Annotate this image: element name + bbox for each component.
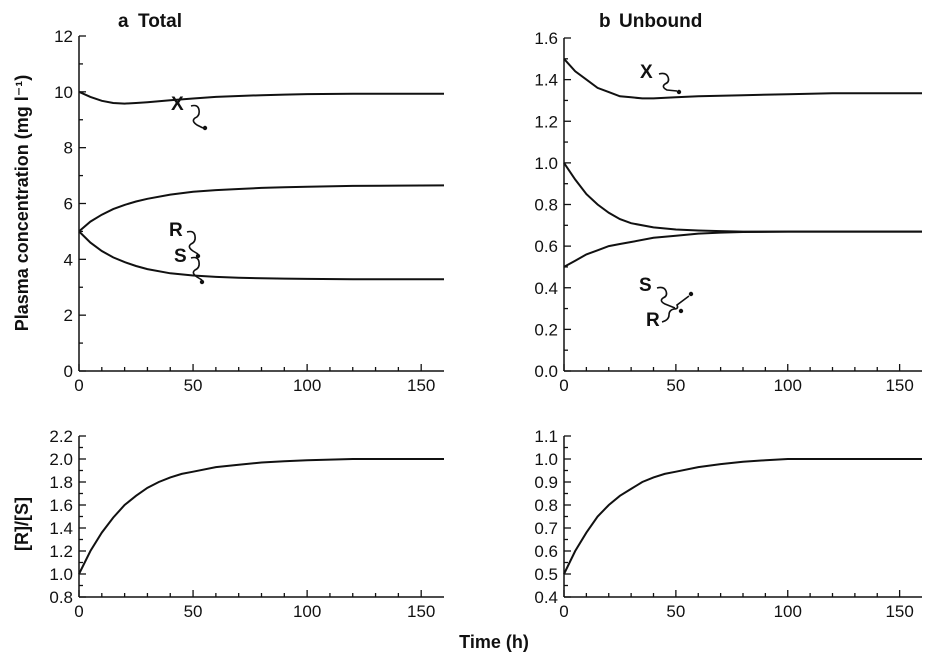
x-tick-label: 100 xyxy=(774,376,802,395)
label-pointer-arrowhead xyxy=(195,253,201,259)
y-tick-label: 0 xyxy=(64,362,73,381)
y-tick-label: 0.2 xyxy=(534,320,558,339)
y-tick-label: 1.4 xyxy=(49,519,73,538)
x-tick-label: 0 xyxy=(74,602,83,621)
label-pointer-arrow xyxy=(186,230,199,255)
y-tick-label: 1.4 xyxy=(534,71,558,90)
y-tick-label: 2 xyxy=(64,306,73,325)
curve-label-r: R xyxy=(169,220,183,241)
series-line-x xyxy=(78,90,444,105)
panel-b-title: Unbound xyxy=(619,11,702,32)
panel-a-ratio: 0.8 1.0 1.2 1.4 1.6 1.8 2.0 2.2 0 50 100 150 xyxy=(49,427,444,621)
y-axis-title-ratio: [R]/[S] xyxy=(12,497,32,551)
y-tick-label: 0.8 xyxy=(49,588,73,607)
y-tick-label: 2.2 xyxy=(49,427,73,446)
y-tick-label: 4 xyxy=(64,250,73,269)
y-tick-label: 0.9 xyxy=(534,473,558,492)
label-pointer-arrow xyxy=(656,286,676,309)
label-pointer-arrowhead xyxy=(202,125,208,131)
y-tick-label: 6 xyxy=(64,195,73,214)
y-tick-label: 1.0 xyxy=(534,154,558,173)
label-pointer-arrowhead xyxy=(678,308,684,314)
y-tick-label: 0.8 xyxy=(534,496,558,515)
x-axis-title-time: Time (h) xyxy=(459,632,529,652)
y-tick-label: 1.1 xyxy=(534,427,558,446)
y-tick-label: 12 xyxy=(54,27,73,46)
x-tick-label: 150 xyxy=(407,602,435,621)
curve-label-s: S xyxy=(174,246,187,267)
x-tick-label: 100 xyxy=(293,376,321,395)
y-tick-label: 1.6 xyxy=(49,496,73,515)
y-tick-label: 2.0 xyxy=(49,450,73,469)
series-line-r xyxy=(563,230,922,268)
y-tick-label: 1.2 xyxy=(534,112,558,131)
y-tick-label: 1.8 xyxy=(49,473,73,492)
series-line-ratio xyxy=(78,458,444,575)
x-tick-label: 50 xyxy=(184,602,203,621)
series-line-r xyxy=(78,184,445,233)
y-tick-label: 1.0 xyxy=(49,565,73,584)
y-tick-label: 1.0 xyxy=(534,450,558,469)
panel-b-letter: b xyxy=(599,11,611,32)
curve-label-r: R xyxy=(646,310,660,331)
panel-a-letter: a xyxy=(118,11,129,32)
y-tick-label: 0.6 xyxy=(534,542,558,561)
y-tick-label: 10 xyxy=(54,83,73,102)
series-line-s xyxy=(78,230,444,281)
label-pointer-arrowhead xyxy=(688,291,694,297)
panel-a-title: Total xyxy=(138,11,182,32)
y-tick-label: 1.2 xyxy=(49,542,73,561)
x-tick-label: 50 xyxy=(666,602,685,621)
y-tick-label: 0.8 xyxy=(534,196,558,215)
x-tick-label: 0 xyxy=(559,376,568,395)
y-tick-label: 1.6 xyxy=(534,29,558,48)
label-pointer-arrow xyxy=(658,72,678,92)
curve-label-x: X xyxy=(171,94,184,115)
y-axis-title-concentration: Plasma concentration (mg l⁻¹) xyxy=(12,75,32,332)
x-tick-label: 50 xyxy=(666,376,685,395)
label-pointer-arrow xyxy=(190,104,204,129)
curve-label-s: S xyxy=(639,275,652,296)
label-pointer-arrow xyxy=(190,256,203,281)
x-tick-label: 0 xyxy=(559,602,568,621)
x-tick-label: 50 xyxy=(184,376,203,395)
x-tick-label: 150 xyxy=(885,602,913,621)
panel-b-unbound-concentration: 0.0 0.2 0.4 0.6 0.8 1.0 1.2 1.4 1.6 0 50 100 150 X SR xyxy=(534,29,922,395)
x-tick-label: 100 xyxy=(774,602,802,621)
x-tick-label: 150 xyxy=(885,376,913,395)
label-pointer-arrowhead xyxy=(676,89,682,95)
y-tick-label: 8 xyxy=(64,139,73,158)
series-line-x xyxy=(563,58,922,100)
curve-label-x: X xyxy=(640,62,653,83)
panel-a-total-concentration: 0 2 4 6 8 10 12 0 50 100 150 X RS xyxy=(54,27,445,395)
y-tick-label: 0.4 xyxy=(534,588,558,607)
x-tick-label: 0 xyxy=(74,376,83,395)
y-tick-label: 0.6 xyxy=(534,237,558,256)
y-tick-label: 0.0 xyxy=(534,362,558,381)
label-pointer-arrowhead xyxy=(199,279,205,285)
series-line-s xyxy=(563,162,922,233)
y-tick-label: 0.5 xyxy=(534,565,558,584)
x-tick-label: 100 xyxy=(293,602,321,621)
y-tick-label: 0.4 xyxy=(534,279,558,298)
panel-b-ratio: 0.4 0.5 0.6 0.7 0.8 0.9 1.0 1.1 0 50 100 150 xyxy=(534,427,922,621)
series-line-ratio xyxy=(563,458,922,575)
label-pointer-arrow xyxy=(661,295,690,323)
x-tick-label: 150 xyxy=(407,376,435,395)
y-tick-label: 0.7 xyxy=(534,519,558,538)
